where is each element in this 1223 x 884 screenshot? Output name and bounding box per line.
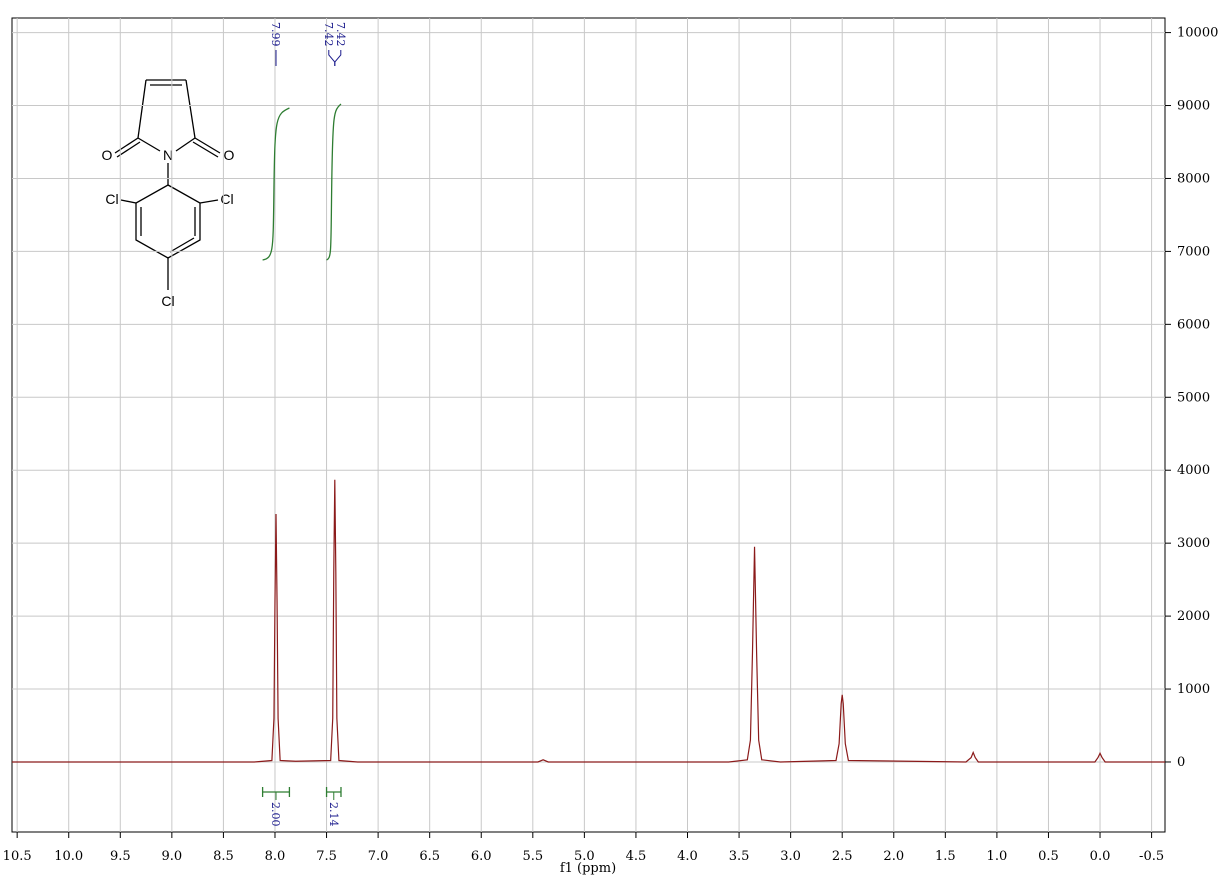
x-tick-label: 6.0 — [471, 849, 492, 864]
atom-label: N — [163, 147, 173, 163]
y-tick-label: 2000 — [1177, 609, 1210, 624]
atom-label: Cl — [105, 191, 118, 207]
integral-curve — [326, 103, 342, 261]
x-tick-label: 3.0 — [780, 849, 801, 864]
y-tick-label: 7000 — [1177, 244, 1210, 259]
x-axis-label: f1 (ppm) — [560, 861, 616, 876]
x-tick-label: 3.5 — [729, 849, 750, 864]
x-tick-label: -0.5 — [1139, 849, 1164, 864]
x-tick-label: 1.0 — [987, 849, 1008, 864]
integral-label: 2.14 — [327, 802, 340, 827]
peak-pointer — [328, 50, 336, 66]
x-tick-label: 10.5 — [3, 849, 32, 864]
y-tick-label: 10000 — [1177, 26, 1218, 41]
y-tick-label: 3000 — [1177, 536, 1210, 551]
atom-label: O — [102, 147, 113, 163]
atom-label: O — [224, 147, 235, 163]
y-tick-label: 6000 — [1177, 317, 1210, 332]
x-tick-label: 4.0 — [677, 849, 698, 864]
y-tick-label: 4000 — [1177, 463, 1210, 478]
spectrum-line — [12, 479, 1165, 763]
atom-label: Cl — [220, 191, 233, 207]
x-tick-label: 6.5 — [419, 849, 440, 864]
x-tick-label: 5.0 — [574, 849, 595, 864]
x-tick-label: 5.5 — [522, 849, 543, 864]
x-tick-label: 0.5 — [1038, 849, 1059, 864]
peak-label: 7.99 — [269, 22, 282, 47]
plot-frame — [11, 17, 1166, 833]
x-tick-label: 9.0 — [162, 849, 183, 864]
x-tick-label: 7.0 — [368, 849, 389, 864]
atom-label: Cl — [161, 293, 174, 309]
x-tick-label: 8.0 — [265, 849, 286, 864]
y-tick-label: 9000 — [1177, 99, 1210, 114]
y-tick-label: 5000 — [1177, 390, 1210, 405]
peak-pointer — [334, 50, 342, 66]
y-tick-label: 1000 — [1177, 682, 1210, 697]
x-tick-label: 0.0 — [1090, 849, 1111, 864]
x-tick-label: 1.5 — [935, 849, 956, 864]
integral-label: 2.00 — [269, 802, 282, 827]
y-tick-label: 0 — [1177, 755, 1185, 770]
molecule: O N O Cl Cl Cl — [102, 79, 235, 309]
integral-curve — [262, 107, 290, 261]
x-tick-label: 4.5 — [626, 849, 647, 864]
x-tick-label: 9.5 — [110, 849, 131, 864]
x-tick-label: 8.5 — [213, 849, 234, 864]
x-tick-label: 2.5 — [832, 849, 853, 864]
x-tick-label: 7.5 — [316, 849, 337, 864]
peak-label: 7.42 — [334, 22, 347, 47]
x-tick-label: 10.0 — [54, 849, 83, 864]
y-tick-label: 8000 — [1177, 171, 1210, 186]
x-tick-label: 2.0 — [883, 849, 904, 864]
peak-label: 7.42 — [322, 22, 335, 47]
